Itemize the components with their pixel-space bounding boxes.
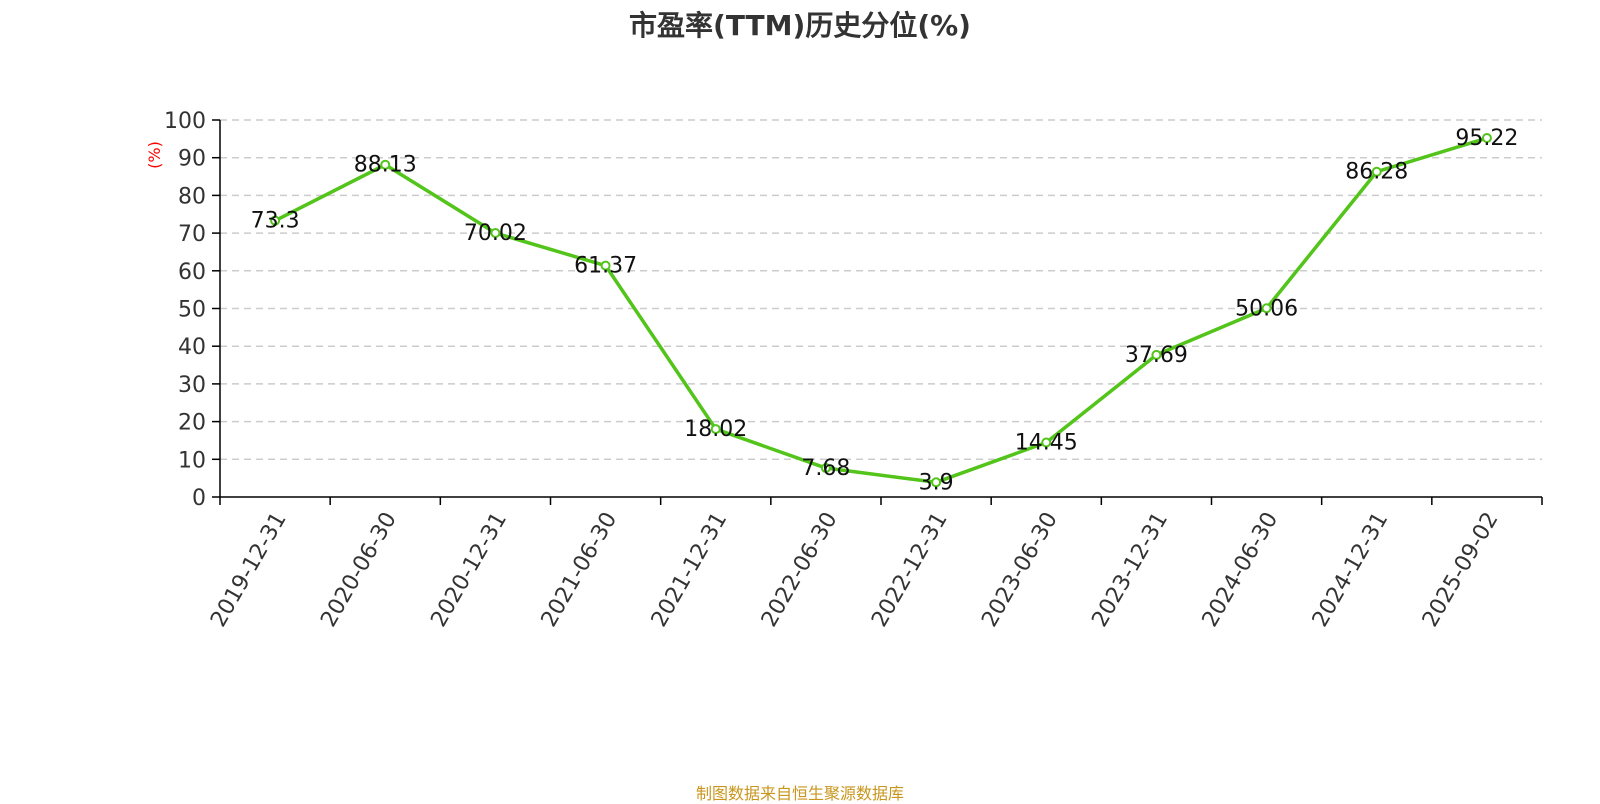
data-point: [270, 215, 281, 226]
x-tick-label: 2022-06-30: [757, 508, 843, 631]
data-point: [1371, 166, 1382, 177]
x-tick-label: 2023-06-30: [977, 508, 1063, 631]
x-tick-label: 2021-12-31: [647, 508, 733, 631]
x-tick-label: 2020-06-30: [316, 508, 402, 631]
axes: 0 10 20 30 40 50 60 70 80 90 100 2019-12-31 2020-06-…: [164, 109, 1543, 631]
data-label: 18.02: [684, 417, 747, 442]
data-point: [820, 463, 831, 474]
data-label: 50.06: [1235, 296, 1298, 321]
y-tick-label: 50: [178, 298, 206, 323]
data-label: 7.68: [801, 456, 850, 481]
y-tick-label: 0: [192, 486, 206, 511]
data-point: [490, 228, 501, 239]
data-label: 95.22: [1455, 126, 1518, 151]
x-tick-label: 2024-12-31: [1308, 508, 1394, 631]
x-tick-label: 2020-12-31: [426, 508, 512, 631]
data-label: 61.37: [574, 254, 637, 279]
y-tick-label: 10: [178, 448, 206, 473]
x-tick-label: 2019-12-31: [206, 508, 292, 631]
data-label: 86.28: [1345, 160, 1408, 185]
source-note: 制图数据来自恒生聚源数据库: [695, 784, 904, 803]
data-point: [1151, 349, 1162, 360]
series-line: [274, 136, 1488, 485]
y-tick-label: 20: [178, 411, 206, 436]
series: [270, 133, 1492, 488]
data-label: 70.02: [464, 221, 527, 246]
y-tick-label: 40: [178, 335, 206, 360]
x-tick-label: 2022-12-31: [867, 508, 953, 631]
y-tick-label: 80: [178, 184, 206, 209]
data-point: [1261, 303, 1272, 314]
data-label: 88.13: [354, 153, 417, 178]
data-labels: 73.3 88.13 70.02 61.37 18.02 7.68 3.9 14.45 37.6…: [251, 126, 1519, 495]
y-tick-label: 90: [178, 147, 206, 172]
y-tick-label: 100: [164, 109, 206, 134]
y-tick-label: 70: [178, 222, 206, 247]
x-tick-label: 2025-09-02: [1418, 508, 1504, 631]
data-point: [710, 424, 721, 435]
data-point: [931, 477, 942, 488]
y-tick-label: 30: [178, 373, 206, 398]
x-tick-label: 2024-06-30: [1198, 508, 1284, 631]
data-label: 3.9: [919, 470, 954, 495]
chart-title: 市盈率(TTM)历史分位(%): [629, 9, 971, 42]
data-point: [1041, 437, 1052, 448]
x-tick-label: 2023-12-31: [1087, 508, 1173, 631]
grid-lines: [220, 119, 1542, 461]
data-point: [600, 260, 611, 271]
data-label: 37.69: [1125, 343, 1188, 368]
y-axis-label: (%): [145, 141, 164, 169]
data-label: 73.3: [251, 209, 300, 234]
x-tick-label: 2021-06-30: [537, 508, 623, 631]
data-point: [1481, 133, 1492, 144]
y-tick-label: 60: [178, 260, 206, 285]
data-label: 14.45: [1015, 431, 1078, 456]
data-point: [380, 159, 391, 170]
